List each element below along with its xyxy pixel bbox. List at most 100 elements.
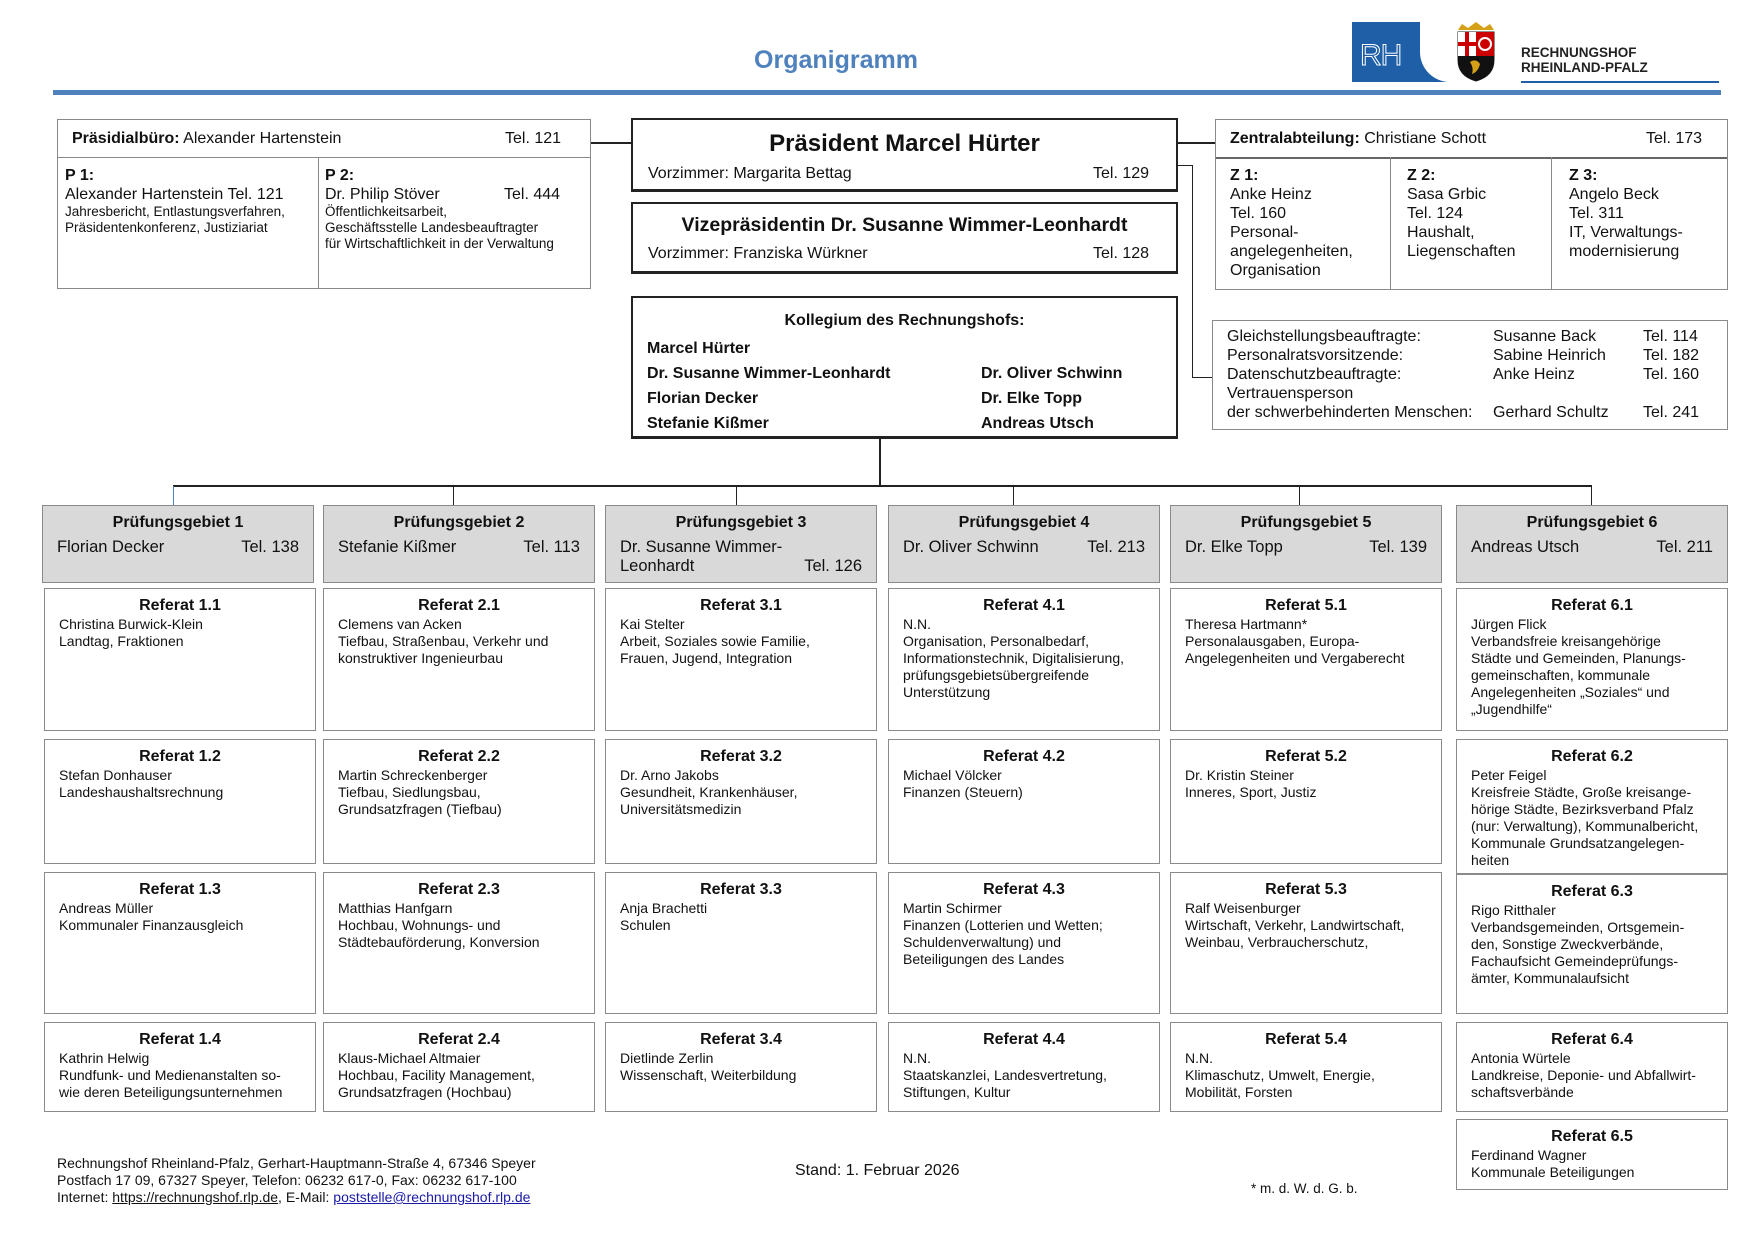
footer-address-line: Rechnungshof Rheinland-Pfalz, Gerhart-Ha…	[57, 1155, 536, 1171]
referat-title: Referat 6.5	[1551, 1128, 1633, 1145]
vize-tel: Tel. 128	[1093, 245, 1150, 262]
zentralabteilung-head: Zentralabteilung: Christiane Schott	[1230, 129, 1486, 148]
referat-title: Referat 6.2	[1551, 748, 1633, 765]
referat-box: Referat 2.2 Martin Schreckenberger Tiefba…	[323, 739, 595, 864]
referat-box: Referat 2.4 Klaus-Michael Altmaier Hochba…	[323, 1022, 595, 1112]
referat-title: Referat 6.1	[1551, 597, 1633, 614]
referat-title: Referat 4.2	[983, 748, 1065, 765]
pruefungsgebiet-tel: Tel. 211	[1656, 538, 1713, 556]
referat-text: Stefan Donhauser Landeshaushaltsrechnung	[59, 767, 224, 800]
referat-box: Referat 4.1 N.N. Organisation, Personalbe…	[888, 588, 1160, 731]
pruefungsgebiet-tel: Tel. 126	[804, 557, 862, 575]
praesident-vorzimmer: Vorzimmer: Margarita Bettag	[648, 165, 852, 182]
pruefungsgebiet-title: Prüfungsgebiet 2	[393, 514, 525, 531]
pruefungsgebiet-box: Prüfungsgebiet 2 Stefanie Kißmer Tel. 113	[323, 505, 595, 583]
connector-line	[1192, 165, 1193, 377]
referat-text: Michael Völcker Finanzen (Steuern)	[903, 767, 1023, 800]
referat-box: Referat 4.4 N.N. Staatskanzlei, Landesver…	[888, 1022, 1160, 1112]
page-title: Organigramm	[754, 46, 918, 74]
beauftragte-role: Gleichstellungsbeauftragte:	[1227, 328, 1421, 345]
beauftragte-name: Susanne Back	[1493, 328, 1597, 345]
praesidialbuero-head: Präsidialbüro: Alexander Hartenstein	[72, 129, 341, 148]
referat-text: Kai Stelter Arbeit, Soziales sowie Famil…	[620, 616, 810, 666]
kollegium-title: Kollegium des Rechnungshofs:	[784, 312, 1025, 329]
referat-text: Antonia Würtele Landkreise, Deponie- und…	[1471, 1050, 1696, 1100]
referat-box: Referat 4.3 Martin Schirmer Finanzen (Lot…	[888, 872, 1160, 1014]
referat-text: Dr. Arno Jakobs Gesundheit, Krankenhäuse…	[620, 767, 798, 817]
referat-title: Referat 5.1	[1265, 597, 1347, 614]
referat-box: Referat 1.2 Stefan Donhauser Landeshausha…	[44, 739, 316, 864]
connector-line	[591, 142, 631, 144]
referat-text: Dietlinde Zerlin Wissenschaft, Weiterbil…	[620, 1050, 797, 1083]
referat-text: N.N. Organisation, Personalbedarf, Infor…	[903, 616, 1124, 700]
connector-line	[1178, 165, 1193, 166]
connector-line	[1013, 486, 1014, 505]
referat-box: Referat 5.2 Dr. Kristin Steiner Inneres, …	[1170, 739, 1442, 864]
referat-title: Referat 3.4	[700, 1031, 782, 1048]
referat-text: N.N. Staatskanzlei, Landesvertretung, St…	[903, 1050, 1107, 1100]
internet-label: Internet:	[57, 1189, 113, 1205]
referat-text: Ferdinand Wagner Kommunale Beteiligungen	[1471, 1147, 1635, 1180]
referat-title: Referat 1.3	[139, 881, 221, 898]
logo-text: RECHNUNGSHOF RHEINLAND-PFALZ	[1521, 45, 1648, 75]
pruefungsgebiet-title: Prüfungsgebiet 1	[112, 514, 244, 531]
pruefungsgebiet-tel: Tel. 138	[241, 538, 299, 556]
connector-line	[1299, 486, 1300, 505]
pruefungsgebiet-leader: Stefanie Kißmer	[338, 538, 457, 556]
beauftragte-tel: Tel. 182	[1643, 347, 1700, 364]
beauftragte-role: Datenschutzbeauftragte:	[1227, 366, 1402, 383]
divider	[1216, 157, 1727, 159]
referat-box: Referat 3.2 Dr. Arno Jakobs Gesundheit, K…	[605, 739, 877, 864]
referat-title: Referat 4.3	[983, 881, 1065, 898]
connector-line	[1591, 486, 1592, 505]
p1-name: Alexander Hartenstein Tel. 121	[65, 186, 284, 203]
referat-title: Referat 1.1	[139, 597, 221, 614]
divider	[58, 157, 590, 158]
beauftragte-name: Sabine Heinrich	[1493, 347, 1606, 364]
z2-text: Sasa Grbic Tel. 124 Haushalt, Liegenscha…	[1407, 186, 1516, 260]
praesident-tel: Tel. 129	[1093, 165, 1150, 182]
pruefungsgebiet-tel: Tel. 113	[523, 538, 580, 556]
referat-box: Referat 3.3 Anja Brachetti Schulen	[605, 872, 877, 1014]
vize-title: Vizepräsidentin Dr. Susanne Wimmer-Leonh…	[681, 214, 1128, 236]
footer-contact: Internet: https://rechnungshof.rlp.de, E…	[57, 1189, 536, 1206]
vize-box: Vizepräsidentin Dr. Susanne Wimmer-Leonh…	[631, 202, 1178, 274]
beauftragte-row: Personalratsvorsitzende: Sabine Heinrich T…	[1227, 346, 1727, 365]
beauftragte-row: Datenschutzbeauftragte: Anke Heinz Tel. 16…	[1227, 365, 1727, 384]
kollegium-box: Kollegium des Rechnungshofs: Marcel Hürt…	[631, 296, 1178, 439]
divider	[1551, 157, 1552, 289]
beauftragte-name: Gerhard Schultz	[1493, 404, 1609, 421]
beauftragte-tel: Tel. 160	[1643, 366, 1700, 383]
zentralabteilung-box: Zentralabteilung: Christiane Schott Tel.…	[1215, 119, 1728, 290]
praesident-box: Präsident Marcel Hürter Vorzimmer: Marga…	[631, 118, 1178, 192]
praesidialbuero-name: Alexander Hartenstein	[183, 130, 342, 147]
kollegium-member: Marcel Hürter	[647, 340, 751, 357]
referat-title: Referat 3.3	[700, 881, 782, 898]
connector-line	[173, 486, 174, 505]
referat-title: Referat 1.2	[139, 748, 221, 765]
pruefungsgebiet-leader-row: Dr. Elke Topp Tel. 139	[1185, 538, 1427, 557]
referat-text: Kathrin Helwig Rundfunk- und Medienansta…	[59, 1050, 283, 1100]
beauftragte-box: Gleichstellungsbeauftragte: Susanne Back T…	[1212, 320, 1728, 430]
referat-text: Clemens van Acken Tiefbau, Straßenbau, V…	[338, 616, 549, 666]
header-divider	[53, 90, 1721, 95]
referat-box: Referat 5.3 Ralf Weisenburger Wirtschaft,…	[1170, 872, 1442, 1014]
referat-box: Referat 5.4 N.N. Klimaschutz, Umwelt, Ene…	[1170, 1022, 1442, 1112]
referat-title: Referat 5.4	[1265, 1031, 1347, 1048]
kollegium-member: Stefanie Kißmer	[647, 415, 769, 432]
pruefungsgebiet-box: Prüfungsgebiet 3 Dr. Susanne Wimmer- Leon…	[605, 505, 877, 583]
referat-box: Referat 5.1 Theresa Hartmann* Personalaus…	[1170, 588, 1442, 731]
connector-line	[879, 439, 881, 486]
referat-box: Referat 6.1 Jürgen Flick Verbandsfreie kr…	[1456, 588, 1728, 731]
email-link[interactable]: poststelle@rechnungshof.rlp.de	[333, 1189, 531, 1205]
zentralabteilung-tel: Tel. 173	[1646, 130, 1703, 147]
beauftragte-row: Gleichstellungsbeauftragte: Susanne Back T…	[1227, 327, 1727, 346]
referat-text: Andreas Müller Kommunaler Finanzausgleic…	[59, 900, 244, 933]
praesidialbuero-label: Präsidialbüro:	[72, 130, 180, 147]
pruefungsgebiet-title: Prüfungsgebiet 5	[1240, 514, 1372, 531]
referat-text: Martin Schreckenberger Tiefbau, Siedlung…	[338, 767, 502, 817]
website-link[interactable]: https://rechnungshof.rlp.de	[112, 1189, 279, 1205]
referat-title: Referat 2.1	[418, 597, 500, 614]
praesidialbuero-box: Präsidialbüro: Alexander Hartenstein Tel…	[57, 119, 591, 289]
beauftragte-tel: Tel. 241	[1643, 404, 1700, 421]
